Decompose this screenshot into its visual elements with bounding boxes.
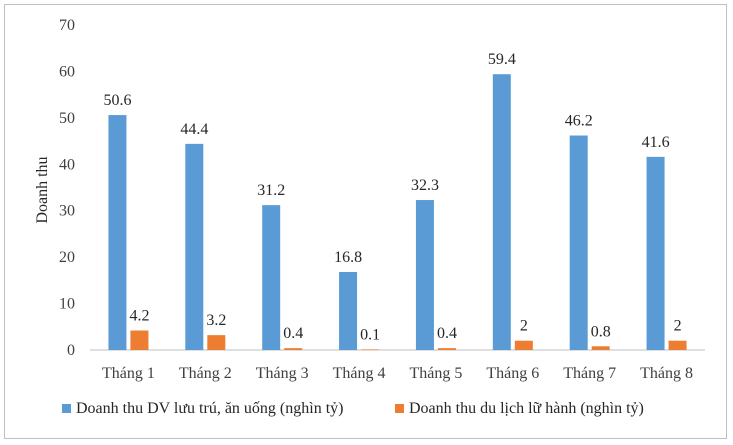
bar-luu-tru-an-uong	[415, 200, 434, 350]
bar-luu-tru-an-uong	[492, 74, 511, 350]
x-tick-label: Tháng 5	[410, 365, 463, 382]
bar-luu-tru-an-uong	[646, 156, 665, 350]
data-label: 3.2	[206, 312, 226, 329]
x-tick-label: Tháng 2	[179, 365, 232, 382]
bar-du-lich-lu-hanh	[668, 340, 687, 350]
x-tick-label: Tháng 1	[102, 365, 155, 382]
legend-swatch	[62, 404, 71, 413]
y-tick-label: 60	[59, 63, 75, 80]
x-tick-label: Tháng 6	[486, 365, 539, 382]
bar-du-lich-lu-hanh	[284, 348, 303, 350]
legend: Doanh thu DV lưu trú, ăn uống (nghìn tỷ)…	[62, 400, 644, 417]
bar-du-lich-lu-hanh	[514, 340, 533, 350]
y-axis-title: Doanh thu	[34, 156, 51, 223]
data-label: 32.3	[411, 177, 439, 194]
y-tick-label: 70	[59, 17, 75, 34]
y-tick-label: 40	[59, 156, 75, 173]
bar-du-lich-lu-hanh	[207, 335, 226, 350]
data-label: 4.2	[129, 308, 149, 325]
data-label: 2	[674, 318, 682, 335]
x-tick-label: Tháng 7	[563, 365, 616, 382]
x-axis-ticks: Tháng 1 Tháng 2 Tháng 3 Tháng 4 Tháng 5 Tháng…	[102, 365, 693, 382]
data-label: 50.6	[103, 92, 131, 109]
data-label: 0.8	[591, 323, 611, 340]
y-tick-label: 50	[59, 110, 75, 127]
bar-luu-tru-an-uong	[569, 135, 588, 350]
data-label: 0.4	[283, 325, 303, 342]
bars: 50.6 4.2 44.4 3.2 31.2 0.4 16.8 0.1 32.3 0.4 59.4 2…	[103, 51, 687, 350]
bar-du-lich-lu-hanh	[130, 330, 149, 350]
data-label: 41.6	[642, 134, 670, 151]
data-label: 0.4	[437, 325, 457, 342]
data-label: 31.2	[257, 182, 285, 199]
data-label: 16.8	[334, 249, 362, 266]
x-tick-label: Tháng 8	[640, 365, 693, 382]
bar-du-lich-lu-hanh	[361, 349, 380, 350]
legend-label: Doanh thu DV lưu trú, ăn uống (nghìn tỷ)	[76, 400, 343, 417]
bar-luu-tru-an-uong	[108, 115, 127, 350]
data-label: 46.2	[565, 113, 593, 130]
x-tick-label: Tháng 3	[256, 365, 309, 382]
data-label: 44.4	[180, 121, 208, 138]
legend-label: Doanh thu du lịch lữ hành (nghìn tỷ)	[409, 400, 644, 417]
bar-luu-tru-an-uong	[185, 143, 204, 350]
bar-luu-tru-an-uong	[339, 272, 358, 350]
legend-swatch	[395, 404, 404, 413]
x-tick-label: Tháng 4	[333, 365, 386, 382]
y-axis-ticks: 0 10 20 30 40 50 60 70	[59, 17, 75, 359]
y-tick-label: 20	[59, 249, 75, 266]
y-tick-label: 0	[67, 342, 75, 359]
bar-du-lich-lu-hanh	[591, 346, 610, 350]
bar-du-lich-lu-hanh	[437, 348, 456, 350]
y-tick-label: 10	[59, 296, 75, 313]
bar-luu-tru-an-uong	[262, 205, 281, 350]
data-label: 0.1	[360, 327, 380, 344]
y-tick-label: 30	[59, 203, 75, 220]
data-label: 59.4	[488, 51, 516, 68]
data-label: 2	[520, 318, 528, 335]
